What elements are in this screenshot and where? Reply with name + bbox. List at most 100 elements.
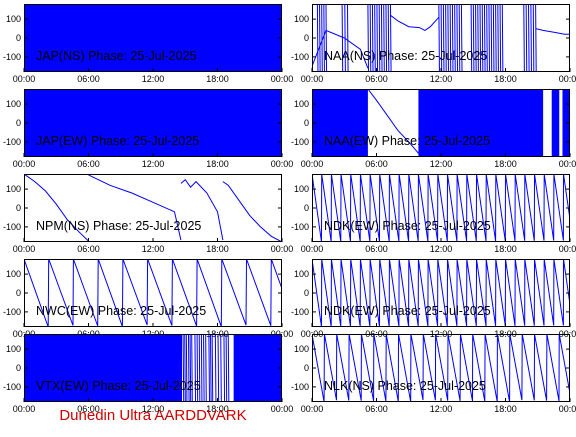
y-tick-label: 0 xyxy=(304,288,309,298)
x-tick-label: 00:00 xyxy=(301,404,324,414)
y-tick-label: 0 xyxy=(304,203,309,213)
panel-title: VTX(EW) Phase: 25-Jul-2025 xyxy=(36,379,201,393)
x-tick-label: 12:00 xyxy=(430,244,453,254)
phase-panel-10: 100 0 -100 00:00 06:00 12:00 18:00 00:00 NLK(NS)… xyxy=(291,334,576,414)
x-tick-label: 18:00 xyxy=(206,404,229,414)
x-tick-label: 12:00 xyxy=(142,74,165,84)
x-tick-label: 06:00 xyxy=(365,244,388,254)
x-tick-label: 12:00 xyxy=(430,404,453,414)
x-tick-label: 00:00 xyxy=(559,74,576,84)
y-tick-label: 100 xyxy=(6,14,21,24)
dense-trace-block xyxy=(551,89,560,157)
plot-area xyxy=(312,334,570,402)
x-tick-label: 18:00 xyxy=(494,74,517,84)
y-tick-label: 100 xyxy=(294,14,309,24)
x-tick-label: 06:00 xyxy=(77,159,100,169)
panel-title: JAP(EW) Phase: 25-Jul-2025 xyxy=(36,134,199,148)
x-tick-label: 18:00 xyxy=(206,244,229,254)
phase-trace-1 xyxy=(24,174,89,242)
phase-panel-4: 100 0 -100 00:00 06:00 12:00 18:00 00:00 NAA(EW)… xyxy=(291,89,576,169)
phase-trace-3 xyxy=(535,28,570,35)
x-tick-label: 00:00 xyxy=(301,244,324,254)
phase-panel-1: 100 0 -100 00:00 06:00 12:00 18:00 00:00 JAP(NS)… xyxy=(3,4,293,84)
y-tick-label: 0 xyxy=(16,363,21,373)
phase-sawtooth xyxy=(312,174,570,242)
x-tick-label: 18:00 xyxy=(494,244,517,254)
panel-title: NDK(EW) Phase: 25-Jul-2025 xyxy=(324,304,491,318)
x-tick-label: 12:00 xyxy=(430,159,453,169)
y-tick-label: 100 xyxy=(6,344,21,354)
y-tick-label: -100 xyxy=(291,307,309,317)
x-tick-label: 06:00 xyxy=(77,244,100,254)
x-tick-label: 00:00 xyxy=(271,159,294,169)
plot-area xyxy=(312,259,570,327)
y-tick-label: 100 xyxy=(6,99,21,109)
plot-area xyxy=(312,89,570,157)
x-tick-label: 06:00 xyxy=(365,74,388,84)
x-tick-label: 06:00 xyxy=(77,74,100,84)
footer-label: Dunedin Ultra AARDDVARK xyxy=(59,407,246,424)
y-tick-label: 100 xyxy=(294,184,309,194)
phase-panel-2: 100 0 -100 00:00 06:00 12:00 18:00 00:00 NAA(NS)… xyxy=(291,4,576,84)
phase-trace-1 xyxy=(367,89,419,154)
x-tick-label: 00:00 xyxy=(13,159,36,169)
phase-trace-2 xyxy=(390,14,440,31)
wrap-band xyxy=(316,4,328,72)
plot-area xyxy=(312,4,570,72)
phase-panel-8: 1000-10000:0006:0012:0018:0000:00NDK(EW)… xyxy=(291,259,576,339)
x-tick-label: 18:00 xyxy=(494,159,517,169)
y-tick-label: -100 xyxy=(3,137,21,147)
wrap-band xyxy=(523,4,537,72)
x-tick-label: 00:00 xyxy=(301,159,324,169)
x-tick-label: 12:00 xyxy=(142,159,165,169)
wrap-band xyxy=(208,334,214,402)
y-tick-label: 0 xyxy=(304,33,309,43)
wrap-band xyxy=(470,4,504,72)
phase-trace-4 xyxy=(222,181,282,242)
phase-panel-6: 100 0 -100 00:00 06:00 12:00 18:00 00:00 NDK(EW)… xyxy=(291,174,576,254)
x-tick-label: 00:00 xyxy=(271,244,294,254)
wrap-band xyxy=(438,4,463,72)
phase-trace-3 xyxy=(180,178,224,241)
panel-title: NAA(NS) Phase: 25-Jul-2025 xyxy=(324,49,487,63)
x-tick-label: 18:00 xyxy=(206,159,229,169)
panel-title: NAA(EW) Phase: 25-Jul-2025 xyxy=(324,134,490,148)
dense-trace-block xyxy=(418,89,544,157)
phase-sawtooth xyxy=(312,334,570,402)
wrap-band xyxy=(187,334,193,402)
y-tick-label: 0 xyxy=(16,33,21,43)
x-tick-label: 00:00 xyxy=(271,74,294,84)
x-tick-label: 18:00 xyxy=(494,404,517,414)
panel-title: NPM(NS) Phase: 25-Jul-2025 xyxy=(36,219,201,233)
phase-panel-7: 1000-10000:0006:0012:0018:0000:00NWC(EW)… xyxy=(3,259,293,339)
panel-title: NWC(EW) Phase: 25-Jul-2025 xyxy=(36,304,206,318)
x-tick-label: 00:00 xyxy=(13,404,36,414)
plot-area xyxy=(24,174,282,242)
x-tick-label: 00:00 xyxy=(13,74,36,84)
x-tick-label: 00:00 xyxy=(559,404,576,414)
x-tick-label: 00:00 xyxy=(271,404,294,414)
x-tick-label: 00:00 xyxy=(559,159,576,169)
phase-panel-5: 100 0 -100 00:00 06:00 12:00 18:00 00:00 NPM(NS)… xyxy=(3,174,293,254)
dense-trace-block xyxy=(24,334,183,402)
wrap-band xyxy=(200,334,207,402)
y-tick-label: 0 xyxy=(304,118,309,128)
phase-sawtooth xyxy=(312,259,570,327)
y-tick-label: 100 xyxy=(6,184,21,194)
x-tick-label: 00:00 xyxy=(13,244,36,254)
dense-trace-block xyxy=(312,89,368,157)
y-tick-label: 0 xyxy=(304,363,309,373)
wrap-band xyxy=(182,334,188,402)
wrap-band xyxy=(194,334,201,402)
y-tick-label: 100 xyxy=(6,269,21,279)
x-tick-label: 06:00 xyxy=(365,159,388,169)
plot-area xyxy=(24,4,282,72)
y-tick-label: 0 xyxy=(16,203,21,213)
y-tick-label: -100 xyxy=(291,222,309,232)
x-tick-label: 00:00 xyxy=(301,74,324,84)
x-tick-label: 06:00 xyxy=(365,404,388,414)
y-tick-label: -100 xyxy=(3,52,21,62)
y-tick-label: 100 xyxy=(294,344,309,354)
y-tick-label: 0 xyxy=(16,118,21,128)
